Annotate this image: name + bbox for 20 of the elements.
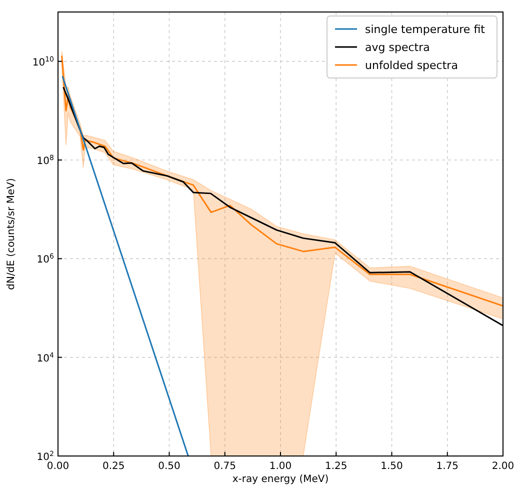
- x-tick-label: 1.00: [269, 461, 292, 472]
- y-tick-label: 10$^{10}$: [32, 55, 54, 68]
- x-tick-label: 1.25: [324, 461, 348, 472]
- legend-label: unfolded spectra: [365, 59, 458, 72]
- y-tick-label: 10$^{8}$: [36, 154, 54, 167]
- x-tick-label: 1.75: [436, 461, 459, 472]
- x-tick-label: 1.50: [380, 461, 403, 472]
- x-tick-label: 2.00: [492, 461, 514, 472]
- x-tick-label: 0.50: [158, 461, 180, 472]
- y-tick-label: 10$^{4}$: [36, 351, 55, 364]
- x-tick-label: 0.75: [214, 461, 236, 472]
- y-axis-title: dN/dE (counts/sr MeV): [6, 178, 17, 290]
- x-tick-label: 0.25: [102, 461, 125, 472]
- legend-label: single temperature fit: [365, 23, 486, 36]
- x-axis-title: x-ray energy (MeV): [232, 474, 329, 485]
- legend-label: avg spectra: [365, 41, 430, 54]
- line-series: [61, 54, 503, 307]
- y-tick-label: 10$^{2}$: [36, 450, 54, 463]
- x-tick-label: 0.00: [46, 461, 70, 472]
- y-tick-label: 10$^{6}$: [36, 252, 55, 266]
